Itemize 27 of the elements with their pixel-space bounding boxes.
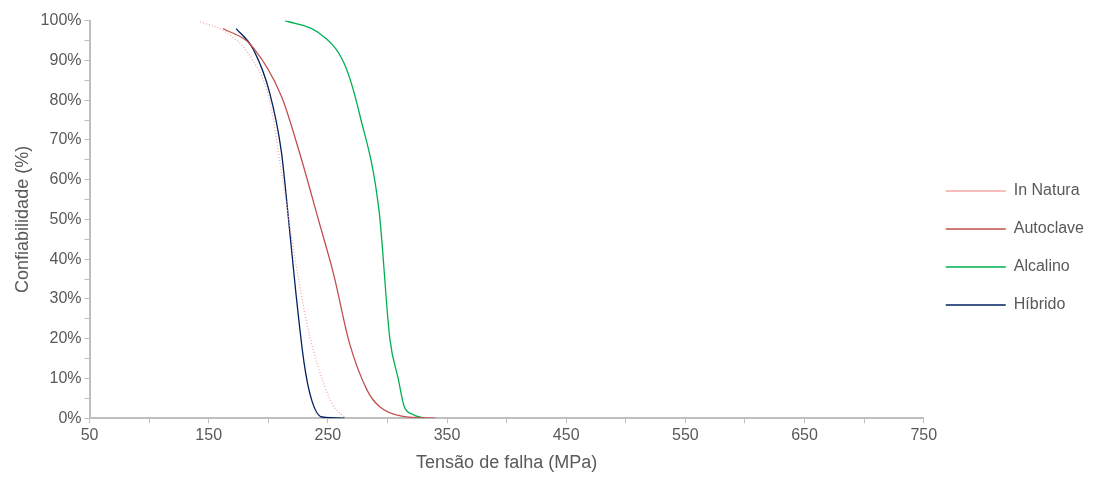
y-tick-label: 40% [49, 249, 82, 267]
legend-label: Autoclave [1013, 219, 1085, 237]
y-tick-label: 30% [49, 289, 82, 307]
y-axis-title: Confiabilidade (%) [11, 145, 32, 293]
y-tick-label: 10% [49, 368, 82, 386]
legend-label: In Natura [1013, 181, 1080, 199]
x-axis-title: Tensão de falha (MPa) [416, 452, 598, 473]
x-tick-label: 450 [552, 426, 580, 444]
y-tick-label: 80% [49, 90, 82, 108]
line-series [222, 27, 436, 419]
line-series [199, 21, 346, 418]
y-tick-label: 70% [49, 130, 82, 148]
x-tick-label: 150 [195, 426, 223, 444]
x-tick-label: 350 [433, 426, 461, 444]
y-tick-label: 0% [58, 408, 82, 426]
x-tick-label: 750 [910, 426, 938, 444]
legend-label: Híbrido [1013, 295, 1066, 313]
x-tick-label: 250 [314, 426, 342, 444]
legend-label: Alcalino [1013, 257, 1070, 275]
y-tick-label: 50% [49, 209, 82, 227]
y-tick-label: 100% [40, 11, 82, 29]
x-tick-label: 50 [80, 426, 99, 444]
y-tick-label: 60% [49, 170, 82, 188]
x-tick-label: 550 [672, 426, 699, 444]
y-tick-label: 20% [49, 329, 82, 347]
x-tick-label: 650 [791, 426, 819, 444]
y-tick-label: 90% [49, 50, 82, 68]
